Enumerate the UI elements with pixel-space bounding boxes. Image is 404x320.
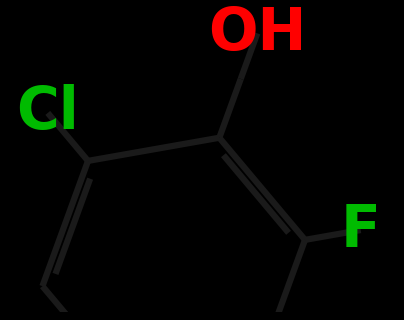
Text: OH: OH	[208, 5, 307, 62]
Text: Cl: Cl	[17, 84, 79, 141]
Text: F: F	[341, 202, 381, 259]
